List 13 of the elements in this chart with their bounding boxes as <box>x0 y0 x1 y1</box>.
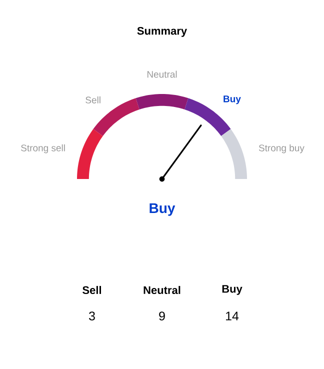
category-label: Buy <box>222 285 242 295</box>
data-label: 9 <box>159 312 165 320</box>
slice-label: Neutral <box>147 70 177 78</box>
chart-title: Summary <box>137 26 187 37</box>
slice-label: Strong sell <box>21 144 65 154</box>
data-label: 3 <box>88 312 95 320</box>
slice-label: Strong buy <box>258 144 304 154</box>
text: Buy <box>150 203 176 216</box>
data-label: 14 <box>226 312 239 320</box>
category-label: Neutral <box>144 286 180 294</box>
slice-label: Sell <box>86 96 100 104</box>
slice-label: Buy <box>224 96 241 104</box>
category-label: Sell <box>82 286 102 294</box>
